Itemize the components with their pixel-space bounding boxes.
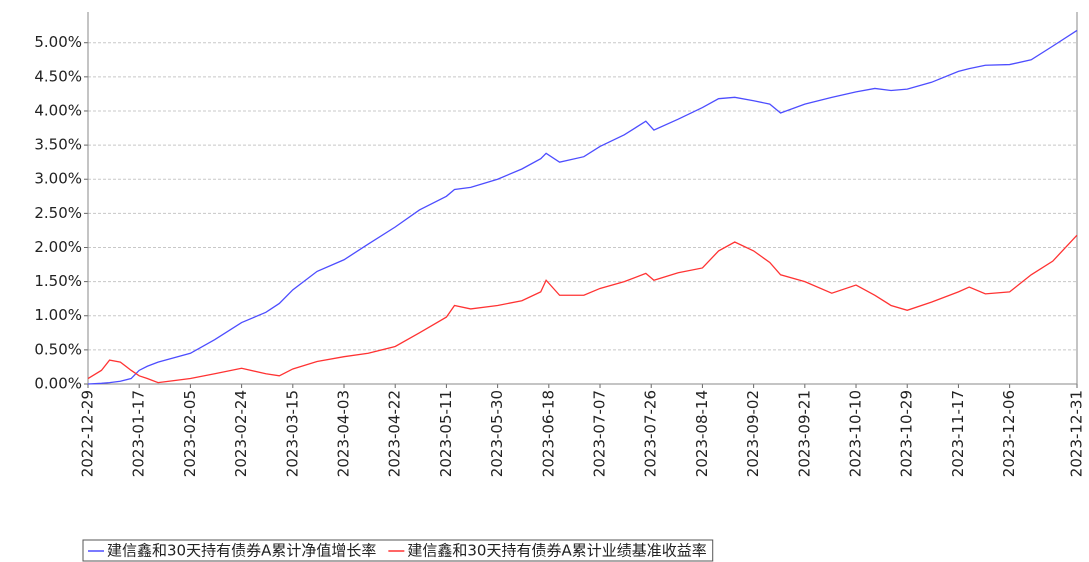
- legend-label: 建信鑫和30天持有债券A累计净值增长率: [107, 542, 376, 560]
- x-tick-label: 2023-07-26: [642, 390, 660, 477]
- y-tick-label: 3.00%: [34, 170, 82, 188]
- x-tick-label: 2023-01-17: [130, 390, 148, 477]
- y-tick-label: 5.00%: [34, 33, 82, 51]
- x-tick-label: 2023-02-05: [181, 390, 199, 477]
- x-tick-label: 2023-10-10: [847, 390, 865, 477]
- y-tick-label: 3.50%: [34, 136, 82, 154]
- y-tick-label: 4.50%: [34, 67, 82, 85]
- y-tick-label: 2.00%: [34, 238, 82, 256]
- y-tick-label: 1.50%: [34, 272, 82, 290]
- y-tick-label: 2.50%: [34, 204, 82, 222]
- x-tick-label: 2023-02-24: [232, 390, 250, 477]
- plot-area: [88, 12, 1077, 384]
- x-tick-label: 2023-08-14: [693, 390, 711, 477]
- x-tick-label: 2023-12-06: [1000, 390, 1018, 477]
- legend-label: 建信鑫和30天持有债券A累计业绩基准收益率: [407, 542, 706, 560]
- x-tick-label: 2023-04-03: [335, 390, 353, 477]
- x-tick-label: 2022-12-29: [79, 390, 97, 477]
- x-tick-label: 2023-12-31: [1068, 390, 1086, 477]
- x-tick-label: 2023-09-02: [744, 390, 762, 477]
- y-tick-label: 4.00%: [34, 101, 82, 119]
- y-tick-label: 0.50%: [34, 340, 82, 358]
- series-line: [87, 29, 1078, 385]
- x-tick-label: 2023-05-30: [488, 390, 506, 477]
- x-tick-label: 2023-09-21: [795, 390, 813, 477]
- y-tick-label: 0.00%: [34, 375, 82, 393]
- x-tick-label: 2023-11-17: [949, 390, 967, 477]
- x-tick-label: 2023-07-07: [591, 390, 609, 477]
- x-tick-label: 2023-04-22: [386, 390, 404, 477]
- x-tick-label: 2023-03-15: [283, 390, 301, 477]
- x-tick-label: 2023-10-29: [898, 390, 916, 477]
- y-tick-label: 1.00%: [34, 306, 82, 324]
- x-tick-label: 2023-05-11: [437, 390, 455, 477]
- x-tick-label: 2023-06-18: [539, 390, 557, 477]
- series-line: [87, 234, 1078, 384]
